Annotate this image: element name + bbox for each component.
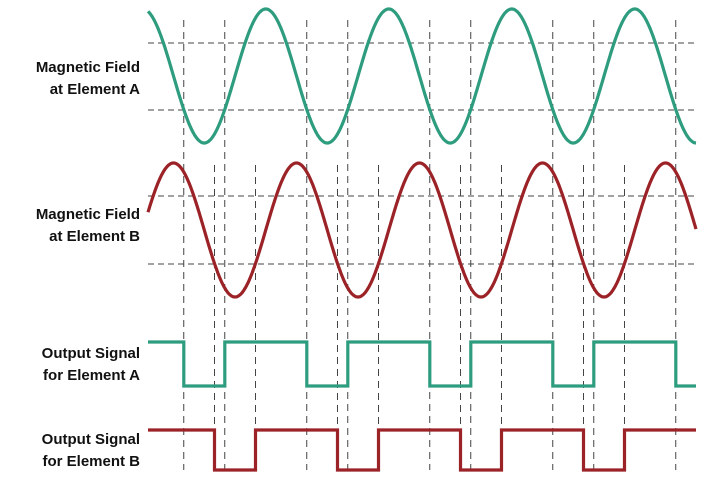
- label-field-b: Magnetic Field at Element B: [0, 204, 140, 248]
- label-output-a-line1: Output Signal: [41, 345, 140, 362]
- label-field-a-line1: Magnetic Field: [35, 59, 140, 76]
- label-output-b-line2: for Element B: [42, 453, 140, 470]
- label-field-b-line2: at Element B: [49, 228, 140, 245]
- label-output-a: Output Signal for Element A: [0, 343, 140, 387]
- label-field-b-line1: Magnetic Field: [35, 206, 140, 223]
- output-a-waveform: [148, 340, 696, 388]
- label-output-b-line1: Output Signal: [41, 431, 140, 448]
- field-a-waveform: [146, 7, 697, 145]
- output-b-waveform: [148, 428, 696, 472]
- label-output-a-line2: for Element A: [43, 367, 140, 384]
- field-b-waveform: [146, 161, 698, 299]
- label-field-a-line2: at Element A: [49, 81, 140, 98]
- label-output-b: Output Signal for Element B: [0, 429, 140, 473]
- label-field-a: Magnetic Field at Element A: [0, 57, 140, 101]
